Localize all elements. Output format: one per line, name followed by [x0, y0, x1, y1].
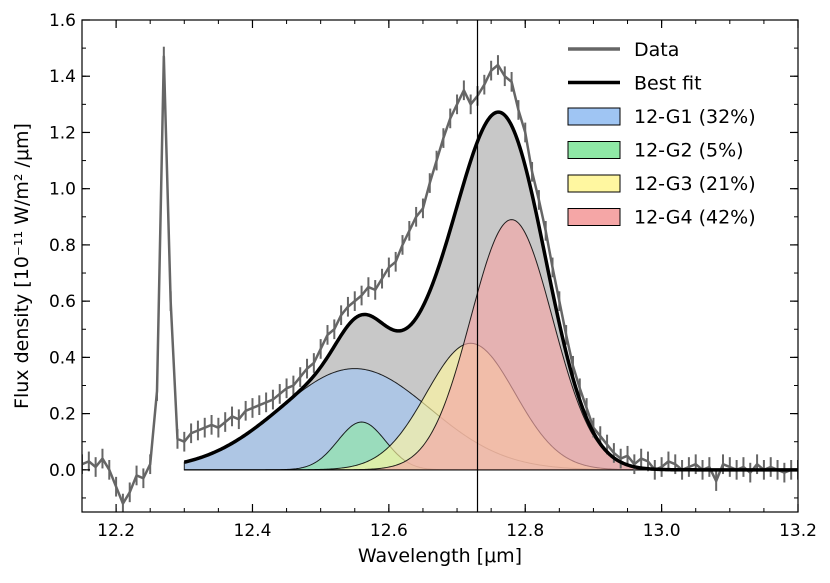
- legend-label: 12-G1 (32%): [634, 106, 756, 128]
- x-tick-label: 13.0: [643, 521, 681, 541]
- y-tick-label: 0.0: [49, 461, 76, 481]
- legend-patch-swatch: [567, 141, 621, 159]
- legend-label: 12-G4 (42%): [634, 207, 756, 229]
- plot-area: [82, 20, 798, 512]
- best-fit-line: [183, 110, 798, 472]
- y-tick-label: 1.0: [49, 180, 76, 200]
- y-tick-label: 1.4: [49, 67, 76, 87]
- y-tick-label: 1.6: [49, 11, 76, 31]
- y-tick-label: 0.6: [49, 292, 76, 312]
- legend-label: Data: [634, 39, 679, 61]
- y-tick-label: 1.2: [49, 123, 76, 143]
- plot-frame: [81, 19, 799, 513]
- x-tick-label: 13.2: [779, 521, 817, 541]
- legend-label: Best fit: [634, 73, 702, 95]
- x-tick-label: 12.4: [234, 521, 272, 541]
- y-tick-label: 0.4: [49, 348, 76, 368]
- y-tick-label: 0.2: [49, 405, 76, 425]
- x-tick-label: 12.2: [97, 521, 135, 541]
- legend-label: 12-G3 (21%): [634, 173, 756, 195]
- axis-ticks: [81, 19, 799, 512]
- x-tick-labels: 12.2 12.4 12.6 12.8 13.0 13.2: [97, 521, 817, 541]
- y-axis-label: Flux density [10⁻¹¹ W/m² /μm]: [11, 123, 33, 409]
- legend-patch-swatch: [567, 107, 621, 126]
- data-line: [82, 55, 798, 505]
- x-tick-label: 12.6: [370, 521, 408, 541]
- x-tick-label: 12.8: [506, 521, 544, 541]
- legend: Data Best fit 12-G1 (32%) 12-G2 (5%) 12-G3 (…: [567, 39, 756, 229]
- y-tick-labels: 0.0 0.2 0.4 0.6 0.8 1.0 1.2 1.4 1.6: [49, 11, 76, 481]
- y-tick-label: 0.8: [49, 236, 76, 256]
- legend-patch-swatch: [567, 208, 621, 226]
- x-axis-label: Wavelength [μm]: [358, 545, 522, 567]
- legend-label: 12-G2 (5%): [634, 140, 744, 162]
- legend-patch-swatch: [567, 174, 621, 193]
- best-fit-layer: [183, 110, 798, 472]
- component-gaussians-layer: [183, 219, 798, 471]
